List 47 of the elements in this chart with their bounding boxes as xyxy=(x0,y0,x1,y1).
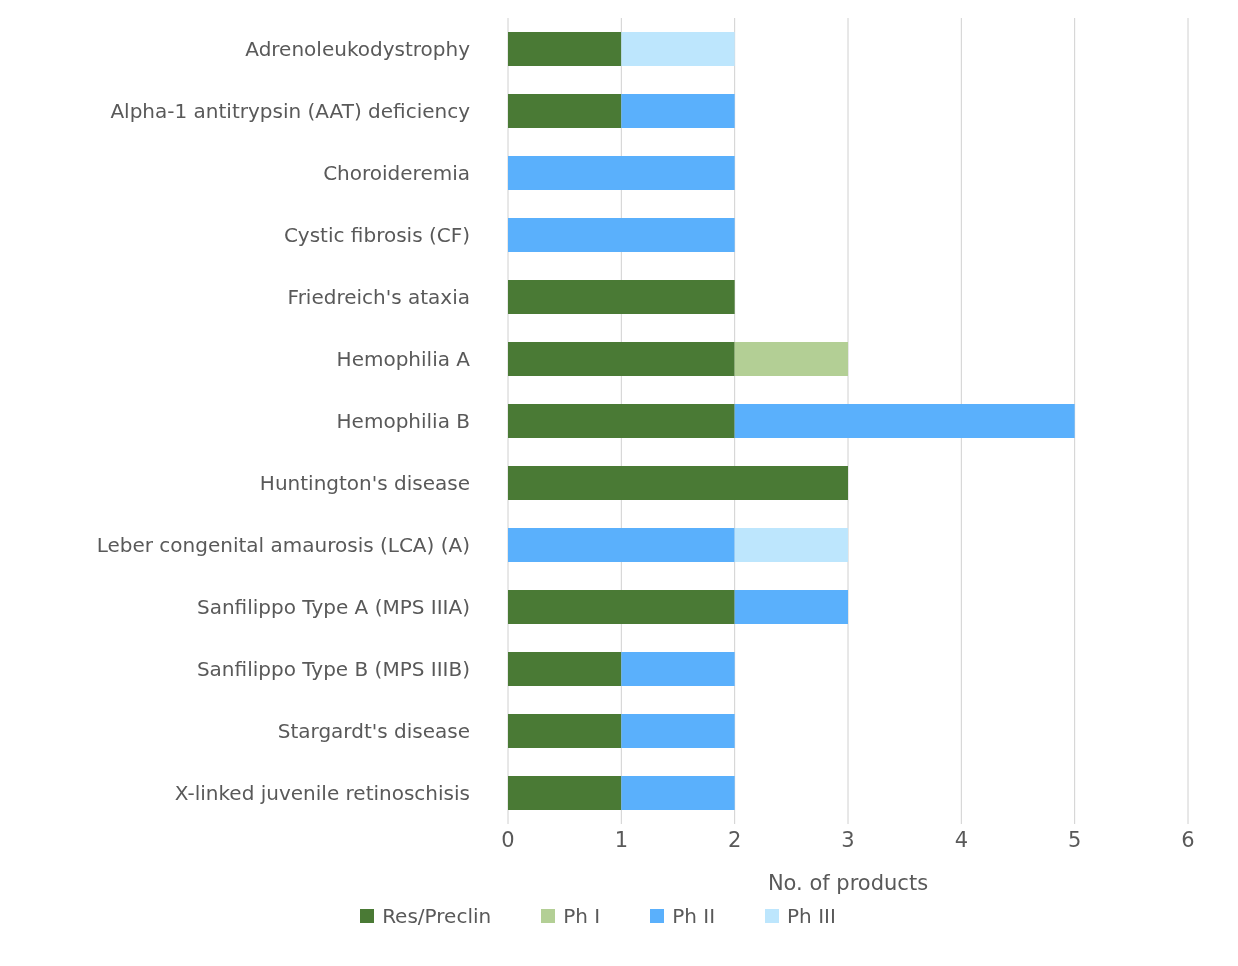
bar xyxy=(508,404,735,438)
legend-label: Ph III xyxy=(786,904,836,928)
y-tick-label: Sanfilippo Type B (MPS IIIB) xyxy=(196,657,470,682)
x-tick-label: 3 xyxy=(841,827,855,852)
y-tick-label: Choroideremia xyxy=(323,161,470,186)
bar xyxy=(508,32,622,66)
bar xyxy=(508,652,622,686)
bar xyxy=(508,94,622,128)
x-tick-label: 5 xyxy=(1067,827,1082,852)
bar xyxy=(621,32,735,66)
x-tick-label: 0 xyxy=(501,827,515,852)
bar xyxy=(508,280,735,314)
y-tick-label: Hemophilia B xyxy=(336,409,470,434)
bar xyxy=(621,94,735,128)
bar xyxy=(621,776,735,810)
y-tick-label: Sanfilippo Type A (MPS IIIA) xyxy=(196,595,470,620)
bar xyxy=(508,466,848,500)
x-tick-label: 4 xyxy=(954,827,969,852)
x-tick-label: 2 xyxy=(727,827,742,852)
legend-label: Ph I xyxy=(562,904,601,928)
y-tick-label: Cystic fibrosis (CF) xyxy=(283,223,470,248)
bar xyxy=(508,528,735,562)
x-tick-label: 6 xyxy=(1181,827,1195,852)
legend-label: Res/Preclin xyxy=(381,904,492,928)
bar xyxy=(621,652,735,686)
y-tick-label: Friedreich's ataxia xyxy=(287,285,470,310)
x-axis-title: No. of products xyxy=(767,871,929,895)
y-tick-label: Alpha-1 antitrypsin (AAT) deficiency xyxy=(110,99,471,124)
bar xyxy=(734,590,848,624)
bar xyxy=(621,714,735,748)
y-tick-label: Hemophilia A xyxy=(336,347,471,372)
bar xyxy=(508,218,735,252)
bar xyxy=(734,528,848,562)
y-tick-label: Stargardt's disease xyxy=(277,719,470,744)
bar xyxy=(508,342,735,376)
bar xyxy=(508,590,735,624)
bar xyxy=(508,714,622,748)
bar xyxy=(508,156,735,190)
x-tick-label: 1 xyxy=(614,827,629,852)
y-tick-label: X-linked juvenile retinoschisis xyxy=(174,781,470,806)
bar xyxy=(508,776,622,810)
bar xyxy=(734,342,848,376)
y-tick-label: Adrenoleukodystrophy xyxy=(245,37,471,62)
legend-label: Ph II xyxy=(671,904,716,928)
y-tick-label: Leber congenital amaurosis (LCA) (A) xyxy=(96,533,470,558)
bar xyxy=(734,404,1075,438)
y-tick-label: Huntington's disease xyxy=(259,471,470,496)
